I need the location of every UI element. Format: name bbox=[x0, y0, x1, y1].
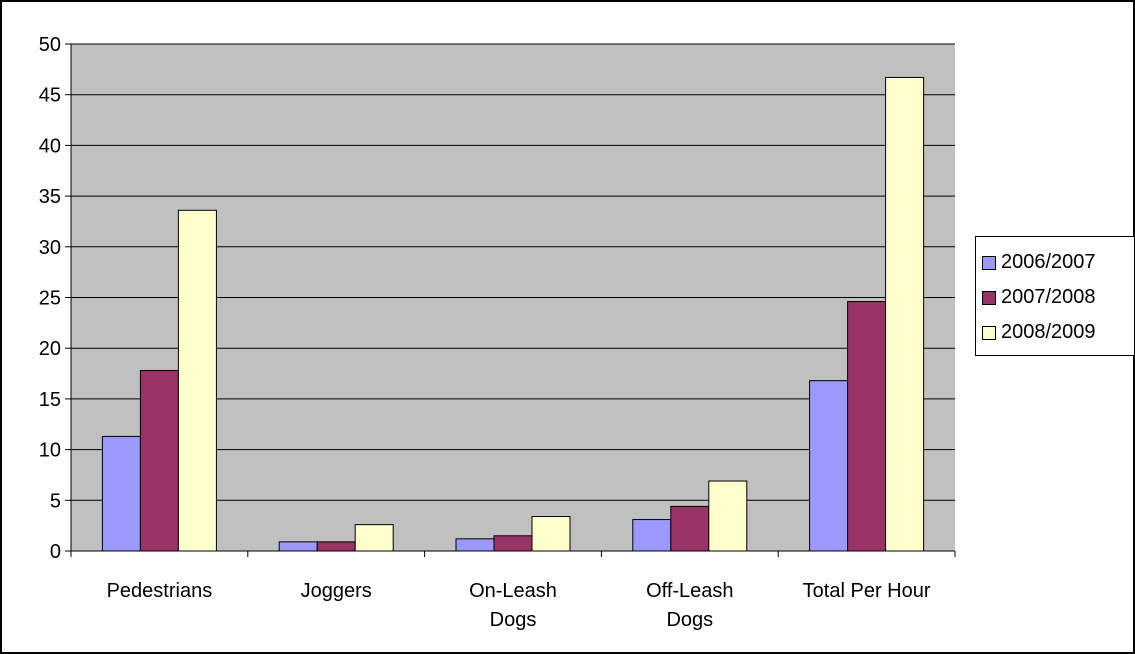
bar bbox=[708, 480, 748, 552]
y-tick-label: 50 bbox=[39, 34, 61, 56]
bar bbox=[177, 209, 217, 552]
legend-label: 2008/2009 bbox=[1001, 321, 1096, 343]
bar bbox=[632, 519, 672, 552]
y-tick-label: 20 bbox=[39, 338, 61, 360]
y-tick-label: 0 bbox=[50, 541, 61, 563]
legend-item: 2006/2007 bbox=[982, 245, 1134, 280]
legend-swatch bbox=[982, 325, 996, 340]
bar bbox=[139, 370, 179, 552]
y-tick-label: 40 bbox=[39, 135, 61, 157]
legend-label: 2006/2007 bbox=[1001, 251, 1096, 273]
bar bbox=[101, 435, 141, 552]
bar bbox=[809, 380, 849, 552]
bar bbox=[455, 538, 495, 552]
y-axis-ticks: 0 5 10 15 20 25 30 35 40 45 50 bbox=[39, 34, 71, 563]
x-tick-label: Joggers bbox=[301, 580, 372, 602]
y-tick-label: 35 bbox=[39, 186, 61, 208]
legend-swatch bbox=[982, 255, 996, 270]
x-tick-label: Pedestrians bbox=[107, 580, 213, 602]
x-tick-label: Total Per Hour bbox=[803, 580, 931, 602]
x-tick-label: On-Leash Dogs bbox=[469, 580, 557, 631]
y-tick-label: 30 bbox=[39, 237, 61, 259]
bar bbox=[531, 516, 571, 552]
bar bbox=[670, 505, 710, 552]
legend-label: 2007/2008 bbox=[1001, 286, 1096, 308]
y-tick-label: 5 bbox=[50, 490, 61, 512]
bar bbox=[493, 535, 533, 552]
bar bbox=[354, 524, 394, 552]
x-tick-label: Off-Leash Dogs bbox=[646, 580, 733, 631]
legend: 2006/2007 2007/2008 2008/2009 bbox=[975, 236, 1135, 356]
bar bbox=[278, 541, 318, 552]
legend-item: 2007/2008 bbox=[982, 280, 1134, 315]
bar bbox=[316, 541, 356, 552]
y-tick-label: 45 bbox=[39, 85, 61, 107]
y-tick-label: 15 bbox=[39, 389, 61, 411]
x-axis-ticks: Pedestrians Joggers On-Leash Dogs Off-Leash D… bbox=[70, 551, 956, 631]
bar bbox=[847, 301, 887, 552]
bar bbox=[885, 76, 925, 552]
y-tick-label: 25 bbox=[39, 288, 61, 310]
gridlines bbox=[71, 43, 955, 501]
y-tick-label: 10 bbox=[39, 440, 61, 462]
legend-swatch bbox=[982, 290, 996, 305]
legend-item: 2008/2009 bbox=[982, 315, 1134, 350]
bars bbox=[101, 76, 925, 552]
